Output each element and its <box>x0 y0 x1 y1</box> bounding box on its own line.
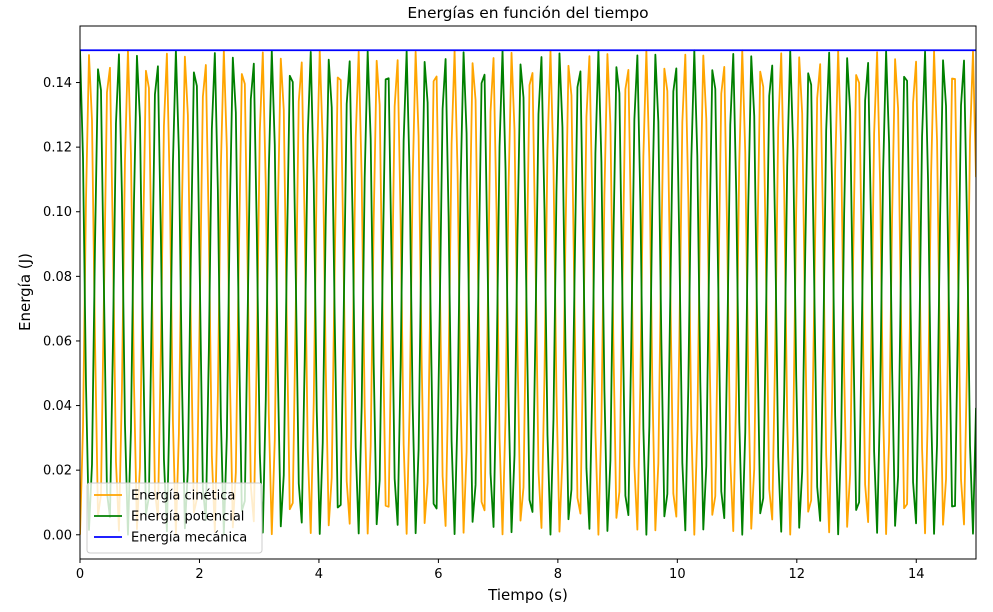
x-tick-label: 10 <box>669 567 686 582</box>
x-tick-label: 4 <box>315 567 323 582</box>
y-tick-label: 0.00 <box>43 528 72 543</box>
y-tick-label: 0.06 <box>43 334 72 349</box>
y-tick-label: 0.08 <box>43 270 72 285</box>
y-tick-label: 0.04 <box>43 399 72 414</box>
chart-title: Energías en función del tiempo <box>407 4 648 22</box>
x-axis-ticks: 0 2 4 6 8 10 12 14 <box>76 559 925 582</box>
series-layer <box>80 49 976 536</box>
series-line-potential <box>80 49 976 536</box>
y-tick-label: 0.12 <box>43 141 72 156</box>
legend-label: Energía potencial <box>131 510 244 525</box>
legend-label: Energía cinética <box>131 489 235 504</box>
x-tick-label: 8 <box>554 567 562 582</box>
x-axis-label: Tiempo (s) <box>487 586 568 604</box>
legend-box <box>86 482 263 554</box>
y-tick-label: 0.02 <box>43 464 72 479</box>
plot-frame <box>79 25 977 560</box>
x-tick-label: 0 <box>76 567 84 582</box>
y-tick-label: 0.10 <box>43 205 72 220</box>
legend: Energía cinética Energía potencial Energía… <box>86 482 263 554</box>
x-tick-label: 6 <box>434 567 442 582</box>
x-tick-label: 12 <box>789 567 806 582</box>
series-line-kinetic <box>80 49 976 536</box>
legend-label: Energía mecánica <box>131 531 247 546</box>
y-tick-label: 0.14 <box>43 76 72 91</box>
y-axis-label: Energía (J) <box>16 253 34 331</box>
y-axis-ticks: 0.00 0.02 0.04 0.06 0.08 0.10 0.12 0.14 <box>43 76 80 543</box>
x-tick-label: 2 <box>195 567 203 582</box>
x-tick-label: 14 <box>908 567 925 582</box>
